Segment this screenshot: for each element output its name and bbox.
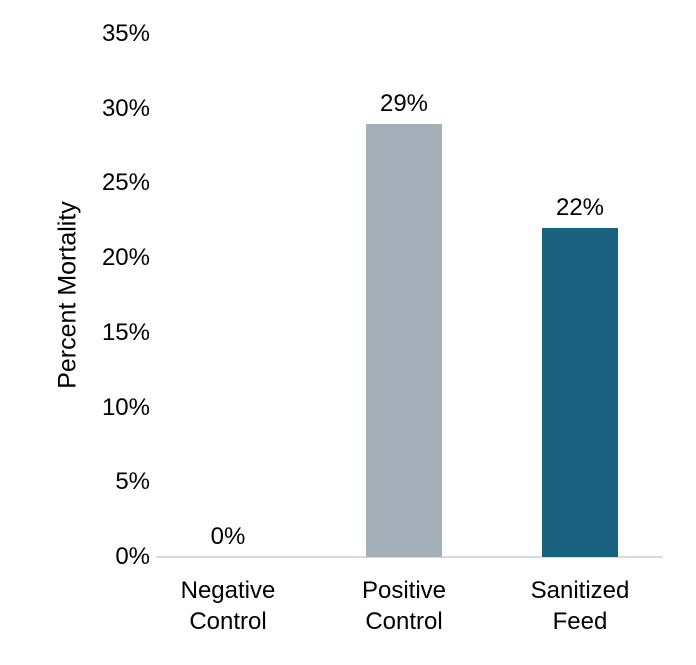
category-label-text: Sanitized Feed — [530, 577, 630, 635]
bar-value-label: 0% — [210, 523, 246, 550]
category-label-negative-control: Negative Control — [140, 575, 316, 637]
bar-value-label: 22% — [555, 194, 605, 222]
x-axis-line — [156, 556, 663, 558]
y-tick-label: 35% — [101, 20, 150, 47]
y-tick-label: 0% — [115, 543, 150, 570]
category-label-positive-control: Positive Control — [316, 575, 492, 637]
bar-positive-control — [366, 123, 442, 557]
bar-sanitized-feed — [542, 228, 618, 557]
y-tick-label: 25% — [101, 169, 150, 197]
y-tick-label: 15% — [101, 318, 150, 346]
y-tick-label: 20% — [101, 244, 150, 272]
category-label-sanitized-feed: Sanitized Feed — [492, 575, 668, 637]
category-label-text: Negative Control — [180, 577, 276, 635]
y-tick-label: 30% — [101, 94, 150, 122]
y-tick-label: 5% — [115, 468, 150, 496]
y-axis-title: Percent Mortality — [53, 201, 82, 389]
category-label-text: Positive Control — [361, 577, 447, 635]
bar-value-label: 29% — [379, 89, 429, 117]
y-tick-label: 10% — [101, 393, 150, 421]
